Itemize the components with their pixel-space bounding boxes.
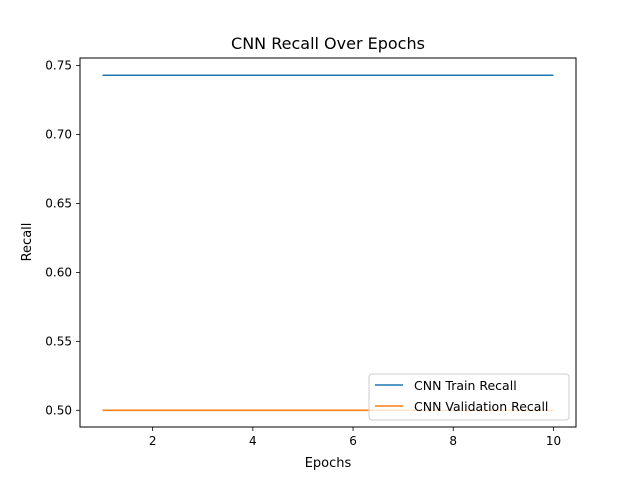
x-axis-label: Epochs bbox=[305, 456, 352, 471]
plot-frame bbox=[79, 57, 577, 428]
series-lines bbox=[102, 74, 554, 412]
y-tick-label: 0.55 bbox=[45, 334, 72, 348]
y-tick-label: 0.75 bbox=[45, 59, 72, 73]
y-tick-label: 0.60 bbox=[45, 265, 72, 279]
x-axis-ticks: 2 4 6 8 10 bbox=[149, 427, 561, 448]
plot-area bbox=[79, 57, 577, 428]
y-tick-label: 0.70 bbox=[45, 128, 72, 142]
x-tick-label: 8 bbox=[449, 434, 457, 448]
y-axis-label: Recall bbox=[20, 223, 35, 262]
legend-entry-validation: CNN Validation Recall bbox=[414, 399, 548, 414]
legend-entry-train: CNN Train Recall bbox=[414, 378, 517, 393]
x-tick-label: 10 bbox=[546, 434, 561, 448]
x-tick-label: 6 bbox=[349, 434, 357, 448]
chart-title: CNN Recall Over Epochs bbox=[231, 34, 425, 53]
x-tick-label: 2 bbox=[149, 434, 157, 448]
legend: CNN Train Recall CNN Validation Recall bbox=[368, 373, 570, 421]
x-tick-label: 4 bbox=[249, 434, 257, 448]
y-tick-label: 0.65 bbox=[45, 196, 72, 210]
legend-box bbox=[368, 373, 570, 421]
y-tick-label: 0.50 bbox=[45, 403, 72, 417]
y-axis-ticks: 0.50 0.55 0.60 0.65 0.70 0.75 bbox=[45, 59, 80, 417]
